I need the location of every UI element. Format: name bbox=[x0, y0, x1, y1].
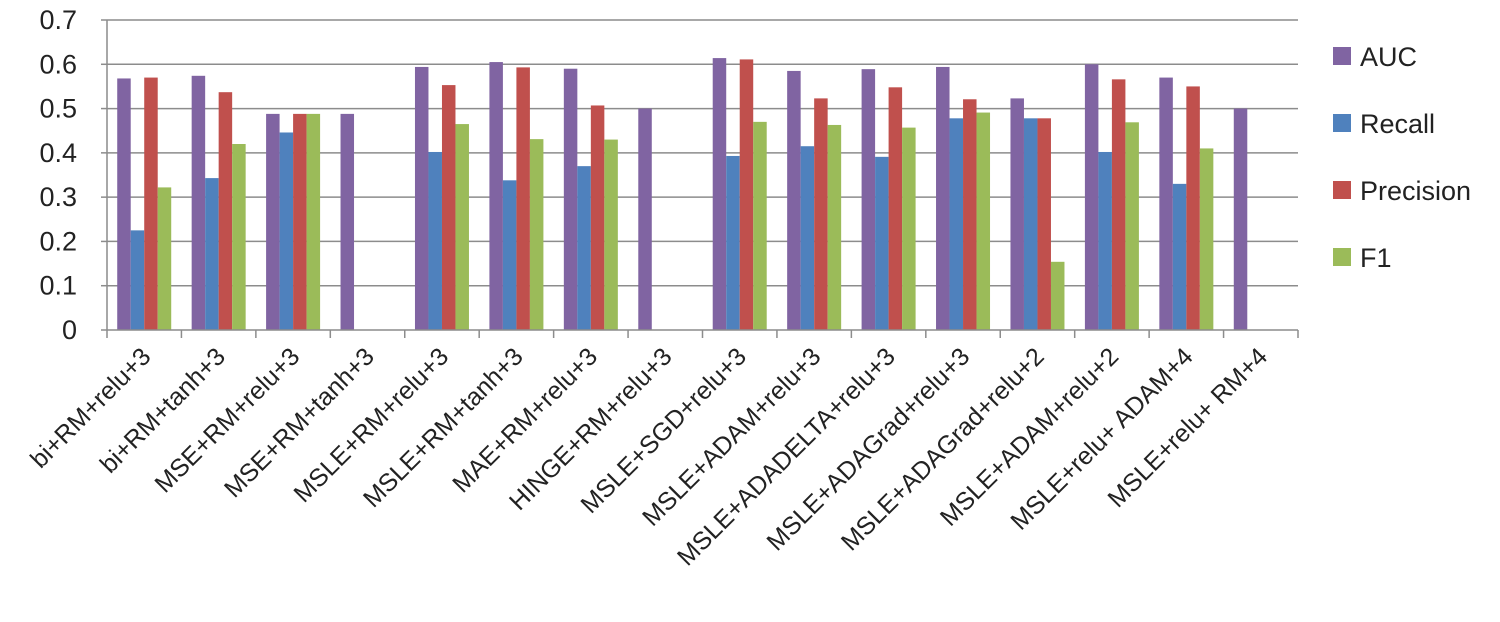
legend-swatch-precision bbox=[1333, 181, 1351, 199]
bar-auc-0 bbox=[117, 78, 131, 330]
bar-auc-5 bbox=[489, 62, 503, 330]
bar-f1-10 bbox=[902, 127, 916, 330]
bar-f1-11 bbox=[976, 112, 991, 330]
legend-label-recall: Recall bbox=[1360, 109, 1435, 139]
y-tick-label: 0.7 bbox=[39, 5, 77, 35]
bar-precision-8 bbox=[739, 59, 754, 331]
y-tick-label: 0.3 bbox=[39, 182, 77, 212]
bar-precision-4 bbox=[441, 85, 456, 330]
bar-precision-0 bbox=[144, 77, 158, 330]
bar-precision-14 bbox=[1186, 86, 1200, 330]
bar-f1-5 bbox=[529, 139, 544, 330]
bar-recall-9 bbox=[800, 146, 815, 330]
bar-precision-5 bbox=[516, 67, 530, 330]
legend-label-auc: AUC bbox=[1360, 42, 1417, 72]
bar-recall-10 bbox=[875, 156, 889, 330]
legend-swatch-auc bbox=[1333, 47, 1351, 65]
bar-f1-0 bbox=[157, 187, 172, 330]
bar-f1-1 bbox=[232, 144, 246, 330]
bar-precision-6 bbox=[590, 105, 605, 330]
bar-auc-11 bbox=[936, 66, 950, 330]
bar-precision-1 bbox=[218, 92, 233, 330]
bar-auc-1 bbox=[191, 75, 206, 330]
axes bbox=[101, 19, 1299, 338]
bar-recall-2 bbox=[279, 132, 294, 330]
bar-precision-13 bbox=[1111, 79, 1126, 330]
y-tick-label: 0.2 bbox=[39, 226, 77, 256]
bar-f1-2 bbox=[306, 113, 321, 330]
bar-auc-3 bbox=[340, 113, 355, 330]
y-tick-label: 0 bbox=[62, 315, 77, 345]
x-axis-category-labels: bi+RM+relu+3bi+RM+tanh+3MSE+RM+relu+3MSE… bbox=[25, 342, 1273, 571]
bar-precision-9 bbox=[814, 98, 828, 330]
bar-f1-4 bbox=[455, 124, 469, 330]
bar-auc-6 bbox=[563, 68, 578, 330]
bar-auc-9 bbox=[787, 70, 801, 330]
bar-auc-8 bbox=[712, 58, 727, 330]
legend-swatch-f1 bbox=[1333, 248, 1351, 266]
bar-recall-11 bbox=[949, 118, 964, 330]
bar-recall-14 bbox=[1172, 183, 1187, 330]
bar-f1-8 bbox=[753, 121, 767, 330]
bar-auc-14 bbox=[1159, 77, 1173, 330]
legend-label-f1: F1 bbox=[1360, 243, 1392, 273]
bar-recall-5 bbox=[502, 180, 517, 330]
bar-f1-14 bbox=[1199, 148, 1214, 330]
legend-swatch-recall bbox=[1333, 114, 1351, 132]
bar-recall-1 bbox=[205, 178, 219, 330]
bar-precision-11 bbox=[963, 99, 977, 331]
bar-auc-7 bbox=[638, 108, 652, 330]
bar-f1-13 bbox=[1125, 122, 1139, 330]
y-axis-tick-labels: 0 0.1 0.2 0.3 0.4 0.5 0.6 0.7 bbox=[39, 5, 77, 345]
bar-recall-0 bbox=[130, 230, 145, 330]
y-tick-label: 0.6 bbox=[39, 49, 77, 79]
bar-auc-12 bbox=[1010, 98, 1024, 330]
y-tick-label: 0.5 bbox=[39, 94, 77, 124]
bar-auc-2 bbox=[266, 113, 280, 330]
bar-auc-15 bbox=[1233, 108, 1248, 330]
legend-label-precision: Precision bbox=[1360, 176, 1471, 206]
y-tick-label: 0.1 bbox=[39, 271, 77, 301]
bar-recall-13 bbox=[1098, 151, 1112, 330]
bar-f1-12 bbox=[1050, 261, 1065, 330]
bar-recall-12 bbox=[1023, 118, 1038, 330]
legend: AUC Recall Precision F1 bbox=[1333, 42, 1471, 273]
bar-auc-13 bbox=[1084, 64, 1099, 331]
bar-precision-12 bbox=[1037, 118, 1051, 330]
bar-f1-9 bbox=[827, 124, 842, 330]
y-tick-label: 0.4 bbox=[39, 138, 77, 168]
bar-recall-6 bbox=[577, 166, 591, 330]
bar-recall-8 bbox=[726, 155, 740, 330]
bar-f1-6 bbox=[604, 139, 618, 330]
bar-recall-4 bbox=[428, 151, 442, 330]
bar-auc-4 bbox=[414, 66, 429, 330]
bars bbox=[117, 58, 1248, 331]
bar-auc-10 bbox=[861, 69, 876, 331]
bar-precision-2 bbox=[293, 113, 307, 330]
bar-precision-10 bbox=[888, 87, 903, 330]
